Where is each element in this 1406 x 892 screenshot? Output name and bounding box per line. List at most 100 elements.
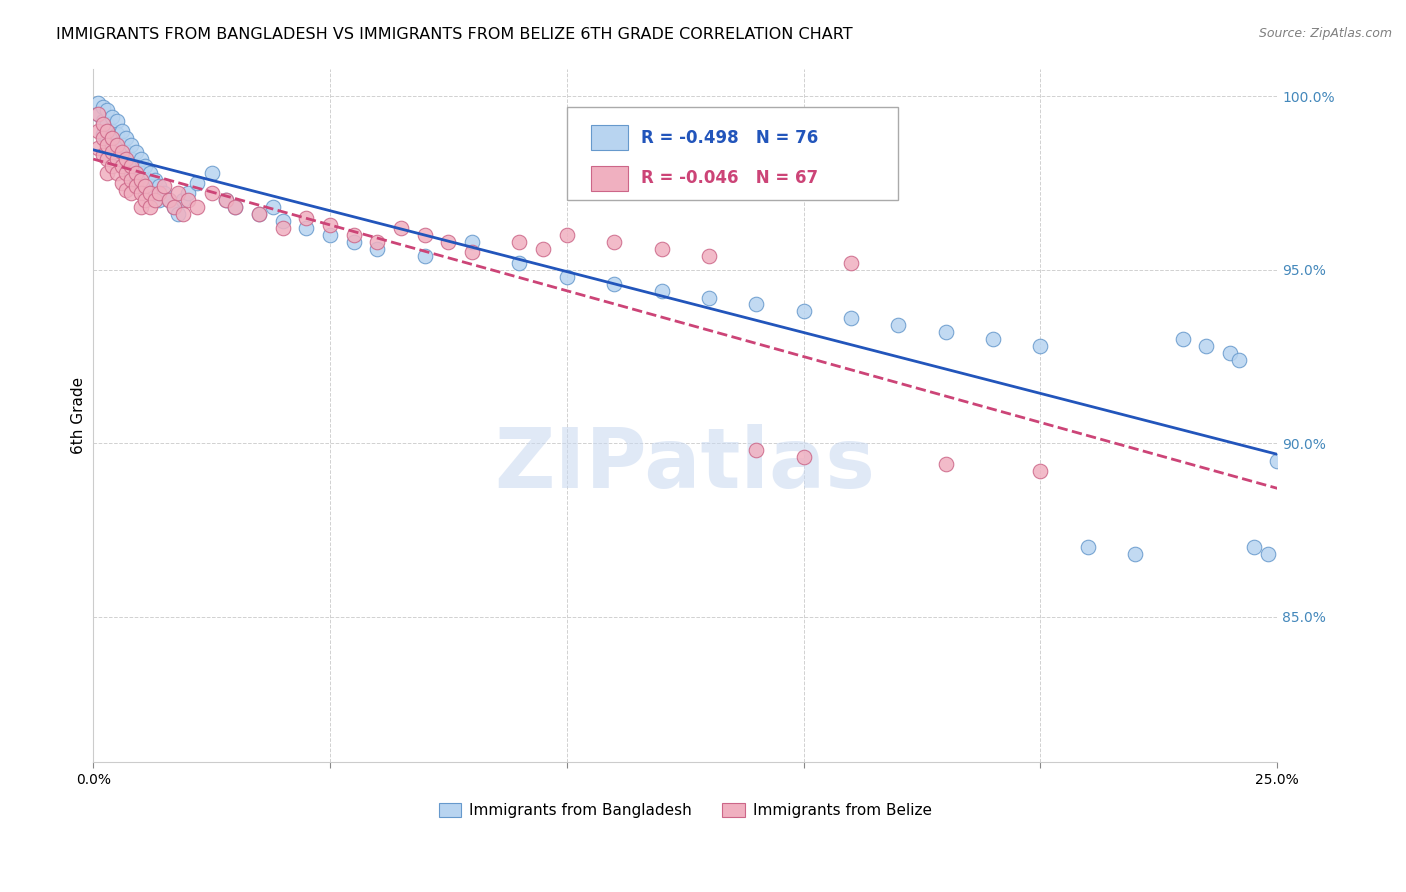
Point xyxy=(143,186,166,201)
Point xyxy=(1077,541,1099,555)
Point xyxy=(366,242,388,256)
Point xyxy=(101,131,124,145)
Bar xyxy=(591,166,628,191)
Point xyxy=(125,179,148,194)
Point xyxy=(91,148,114,162)
Point xyxy=(120,152,142,166)
Point xyxy=(110,145,132,159)
Point xyxy=(215,194,238,208)
Legend: Immigrants from Bangladesh, Immigrants from Belize: Immigrants from Bangladesh, Immigrants f… xyxy=(433,797,938,824)
Point xyxy=(935,457,957,471)
Point xyxy=(105,152,128,166)
Point xyxy=(91,131,114,145)
Point xyxy=(87,124,110,138)
Point xyxy=(125,145,148,159)
Point xyxy=(167,186,190,201)
Point xyxy=(224,200,246,214)
Point xyxy=(437,235,460,249)
Point xyxy=(139,186,162,201)
Point xyxy=(91,117,114,131)
Point xyxy=(125,166,148,180)
Point xyxy=(186,200,208,214)
Point xyxy=(134,172,156,186)
Point xyxy=(461,235,484,249)
Point xyxy=(134,194,156,208)
Point xyxy=(101,159,124,173)
Point xyxy=(115,159,138,173)
Point xyxy=(262,200,284,214)
Point xyxy=(105,113,128,128)
Point xyxy=(271,214,294,228)
Point xyxy=(1029,339,1052,353)
Point xyxy=(343,235,366,249)
Point xyxy=(115,145,138,159)
Point xyxy=(247,207,270,221)
Point xyxy=(651,284,673,298)
Point xyxy=(745,297,768,311)
Point xyxy=(555,269,578,284)
Point xyxy=(793,450,815,464)
Point xyxy=(153,186,176,201)
Point xyxy=(172,194,194,208)
Point xyxy=(343,228,366,243)
Point xyxy=(153,179,176,194)
Point xyxy=(115,166,138,180)
Text: R = -0.046   N = 67: R = -0.046 N = 67 xyxy=(641,169,818,187)
Point xyxy=(1265,453,1288,467)
Point xyxy=(105,141,128,155)
Point xyxy=(139,200,162,214)
Point xyxy=(839,311,862,326)
Point xyxy=(101,137,124,152)
Point xyxy=(1219,346,1241,360)
Point xyxy=(177,186,200,201)
Point xyxy=(120,159,142,173)
Point xyxy=(96,124,118,138)
Point xyxy=(96,137,118,152)
Point xyxy=(413,228,436,243)
Point xyxy=(163,200,186,214)
Point xyxy=(163,200,186,214)
Point xyxy=(887,318,910,333)
Point xyxy=(603,277,626,291)
Point xyxy=(91,100,114,114)
Point xyxy=(91,128,114,142)
Point xyxy=(134,179,156,194)
Point xyxy=(157,194,180,208)
Point xyxy=(319,228,342,243)
Point xyxy=(200,186,222,201)
Point xyxy=(96,131,118,145)
Point xyxy=(143,194,166,208)
Point xyxy=(125,159,148,173)
Point xyxy=(87,106,110,120)
Point xyxy=(1171,332,1194,346)
Point xyxy=(745,443,768,458)
Point xyxy=(129,186,152,201)
Point xyxy=(981,332,1004,346)
Point xyxy=(115,152,138,166)
Point xyxy=(148,179,170,194)
Point xyxy=(105,128,128,142)
Point xyxy=(167,207,190,221)
Point xyxy=(110,124,132,138)
Point xyxy=(110,176,132,190)
Point xyxy=(295,221,318,235)
Point xyxy=(461,245,484,260)
Point xyxy=(215,194,238,208)
Point xyxy=(413,249,436,263)
Point xyxy=(101,145,124,159)
Point xyxy=(87,106,110,120)
Point xyxy=(96,166,118,180)
Point xyxy=(531,242,554,256)
Point xyxy=(129,152,152,166)
Point xyxy=(129,179,152,194)
Point xyxy=(115,183,138,197)
Point xyxy=(157,194,180,208)
Point xyxy=(1257,547,1279,561)
Point xyxy=(247,207,270,221)
Point xyxy=(651,242,673,256)
Point xyxy=(271,221,294,235)
Point xyxy=(200,166,222,180)
Point xyxy=(139,166,162,180)
Text: ZIPatlas: ZIPatlas xyxy=(495,424,876,505)
Point xyxy=(172,207,194,221)
